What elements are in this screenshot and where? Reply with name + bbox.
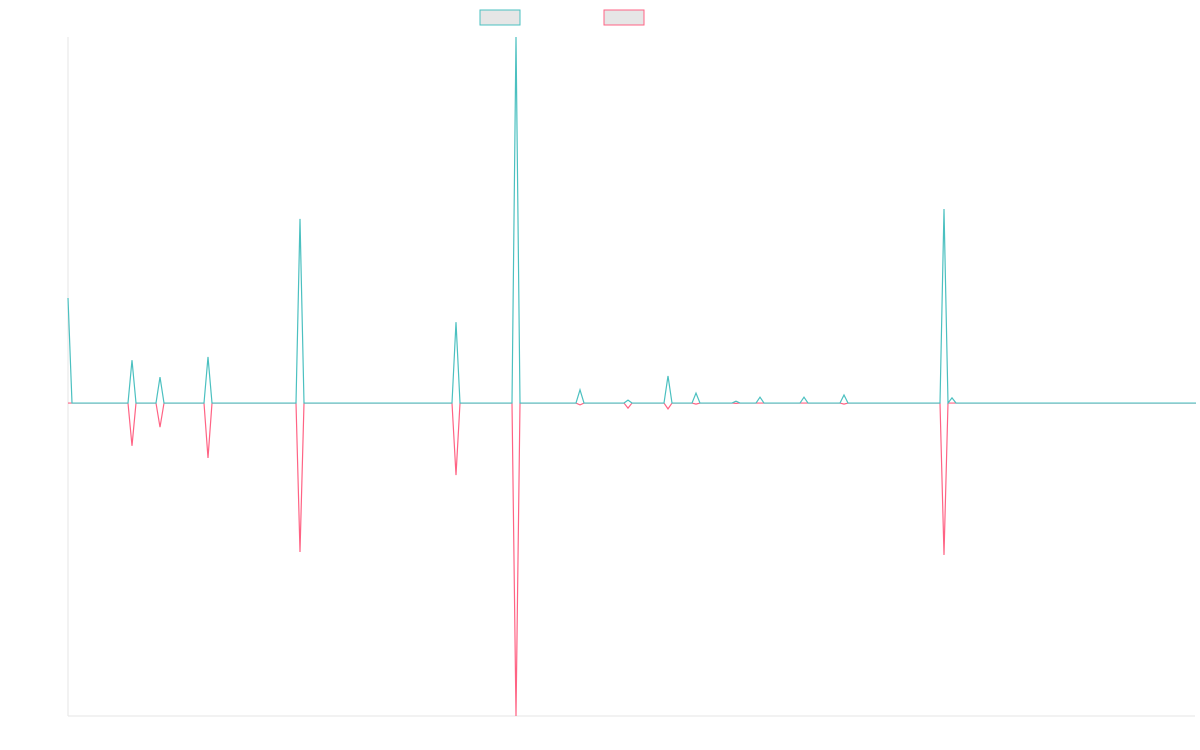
- series-line: [67, 36, 1196, 405]
- legend-swatch: [603, 9, 645, 26]
- series-line: [68, 402, 1196, 717]
- legend-swatch: [479, 9, 521, 26]
